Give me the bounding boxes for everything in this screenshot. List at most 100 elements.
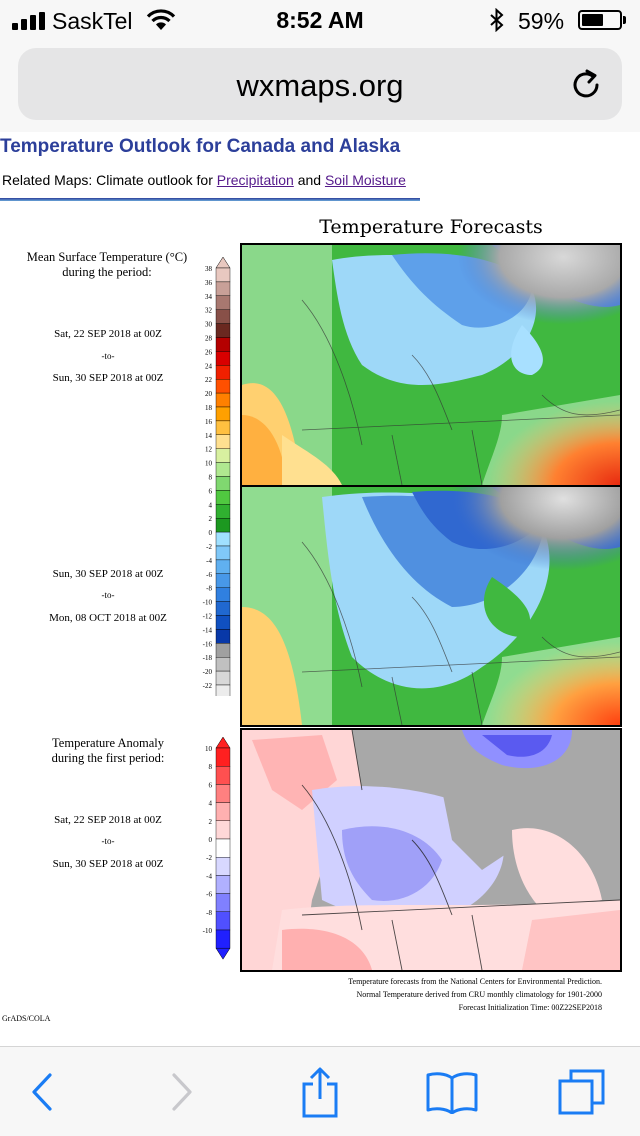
related-maps: Related Maps: Climate outlook for Precip… <box>2 172 406 188</box>
bluetooth-icon <box>490 8 504 32</box>
temperature-colorbar-swatch <box>215 378 231 394</box>
temperature-colorbar-swatch <box>215 406 231 422</box>
temperature-colorbar-swatch <box>215 309 231 324</box>
temperature-colorbar-swatch <box>215 615 231 630</box>
status-bar: SaskTel 8:52 AM 59% <box>0 0 640 40</box>
temperature-colorbar-tick-label: -12 <box>203 613 213 621</box>
anomaly-colorbar-swatch <box>215 929 231 949</box>
temperature-colorbar-swatch <box>215 601 231 616</box>
url-text[interactable]: wxmaps.org <box>236 68 404 103</box>
panel3-heading: Temperature Anomaly during the first per… <box>0 736 216 766</box>
anomaly-colorbar-swatch <box>215 856 231 876</box>
anomaly-colorbar-tick-label: 4 <box>209 800 213 808</box>
temperature-colorbar-swatch <box>215 267 231 283</box>
anomaly-colorbar-tick-label: 8 <box>209 763 213 771</box>
chevron-left-icon[interactable] <box>30 1072 54 1112</box>
page-title: Temperature Outlook for Canada and Alask… <box>0 136 401 157</box>
temperature-map-period2 <box>240 485 622 727</box>
temperature-colorbar-tick-label: 24 <box>205 362 213 370</box>
temperature-colorbar-swatch <box>215 420 231 435</box>
temperature-colorbar-swatch <box>215 587 231 602</box>
panel1-end: Sun, 30 SEP 2018 at 00Z <box>52 372 164 384</box>
tabs-button[interactable] <box>542 1047 622 1136</box>
temperature-colorbar-swatch <box>215 462 231 477</box>
temperature-colorbar-swatch <box>215 295 231 310</box>
temperature-colorbar-swatch <box>215 281 231 296</box>
panel3-heading-line1: Temperature Anomaly <box>52 736 164 750</box>
reload-icon[interactable] <box>570 68 604 102</box>
panel2-end: Mon, 08 OCT 2018 at 00Z <box>49 612 167 624</box>
temperature-colorbar-tick-label: 26 <box>205 348 213 356</box>
battery-icon <box>578 10 622 30</box>
share-icon[interactable] <box>300 1066 340 1118</box>
panel3-to: -to- <box>101 836 115 846</box>
chevron-right-icon[interactable] <box>170 1072 194 1112</box>
soil-moisture-link[interactable]: Soil Moisture <box>324 172 406 188</box>
temperature-colorbar-tick-label: -8 <box>206 585 212 593</box>
temperature-map-period1 <box>240 243 622 487</box>
anomaly-colorbar-swatch <box>215 838 231 858</box>
figure-title: Temperature Forecasts <box>319 216 543 238</box>
temperature-colorbar-tick-label: -6 <box>206 571 212 579</box>
anomaly-colorbar-tick-label: -4 <box>206 872 212 880</box>
temperature-colorbar: 38363432302826242220181614121086420-2-4-… <box>203 256 231 696</box>
temperature-colorbar-tick-label: -16 <box>203 640 213 648</box>
temperature-colorbar-swatch <box>215 490 231 505</box>
footnote-climatology: Normal Temperature derived from CRU mont… <box>356 990 602 999</box>
anomaly-colorbar-tick-label: 2 <box>209 818 213 826</box>
tabs-icon[interactable] <box>557 1067 607 1117</box>
back-button[interactable] <box>2 1047 82 1136</box>
anomaly-colorbar-swatch <box>215 893 231 913</box>
temperature-colorbar-tick-label: 18 <box>205 404 213 412</box>
footnote-init-time: Forecast Initialization Time: 00Z22SEP20… <box>458 1003 602 1012</box>
temperature-colorbar-tick-label: 36 <box>205 279 213 287</box>
temperature-colorbar-swatch <box>215 684 231 696</box>
temperature-colorbar-swatch <box>215 573 231 588</box>
anomaly-colorbar-tick-label: -8 <box>206 909 212 917</box>
share-button[interactable] <box>280 1047 360 1136</box>
footnote-source: Temperature forecasts from the National … <box>348 977 602 986</box>
temperature-colorbar-tick-label: -22 <box>203 682 213 690</box>
temperature-colorbar-tick-label: 14 <box>205 432 213 440</box>
temperature-colorbar-top-arrow <box>215 256 231 269</box>
temperature-colorbar-tick-label: 28 <box>205 335 213 343</box>
temperature-colorbar-tick-label: -4 <box>206 557 212 565</box>
temperature-colorbar-tick-label: -2 <box>206 543 212 551</box>
related-and: and <box>293 172 325 188</box>
anomaly-colorbar-swatch <box>215 875 231 894</box>
temperature-colorbar-swatch <box>215 476 231 491</box>
temperature-colorbar-tick-label: 0 <box>209 529 213 537</box>
temperature-colorbar-swatch <box>215 504 231 519</box>
battery-tip <box>623 16 626 24</box>
anomaly-colorbar-tick-label: -10 <box>203 927 213 935</box>
temperature-colorbar-swatch <box>215 392 231 408</box>
temperature-colorbar-swatch <box>215 351 231 366</box>
carrier-name: SaskTel <box>52 8 133 34</box>
panel2-to: -to- <box>101 590 115 600</box>
temperature-anomaly-map <box>240 728 622 972</box>
anomaly-colorbar-tick-label: -6 <box>206 891 212 899</box>
temperature-colorbar-swatch <box>215 337 231 352</box>
anomaly-colorbar-swatch <box>215 820 231 840</box>
anomaly-colorbar-tick-label: 10 <box>205 745 213 753</box>
temperature-colorbar-tick-label: 16 <box>205 418 213 426</box>
anomaly-colorbar-swatch <box>215 784 231 803</box>
anomaly-colorbar-tick-label: -2 <box>206 854 212 862</box>
precipitation-link[interactable]: Precipitation <box>216 172 294 188</box>
bookmarks-button[interactable] <box>412 1047 492 1136</box>
anomaly-colorbar-swatch <box>215 747 231 767</box>
temperature-colorbar-swatch <box>215 643 231 658</box>
battery-percent: 59% <box>518 8 565 34</box>
anomaly-colorbar-swatch <box>215 911 231 931</box>
temperature-colorbar-tick-label: 34 <box>205 293 213 301</box>
temperature-colorbar-swatch <box>215 518 231 533</box>
address-bar[interactable]: wxmaps.org <box>18 48 622 120</box>
temperature-colorbar-tick-label: 6 <box>209 487 213 495</box>
forward-button[interactable] <box>142 1047 222 1136</box>
anomaly-colorbar-top-arrow <box>215 736 231 749</box>
temperature-colorbar-tick-label: 38 <box>205 265 213 273</box>
panel1-heading: Mean Surface Temperature (°C) during the… <box>4 250 210 280</box>
temperature-colorbar-tick-label: 10 <box>205 460 213 468</box>
temperature-colorbar-tick-label: -18 <box>203 654 213 662</box>
book-icon[interactable] <box>425 1070 479 1114</box>
